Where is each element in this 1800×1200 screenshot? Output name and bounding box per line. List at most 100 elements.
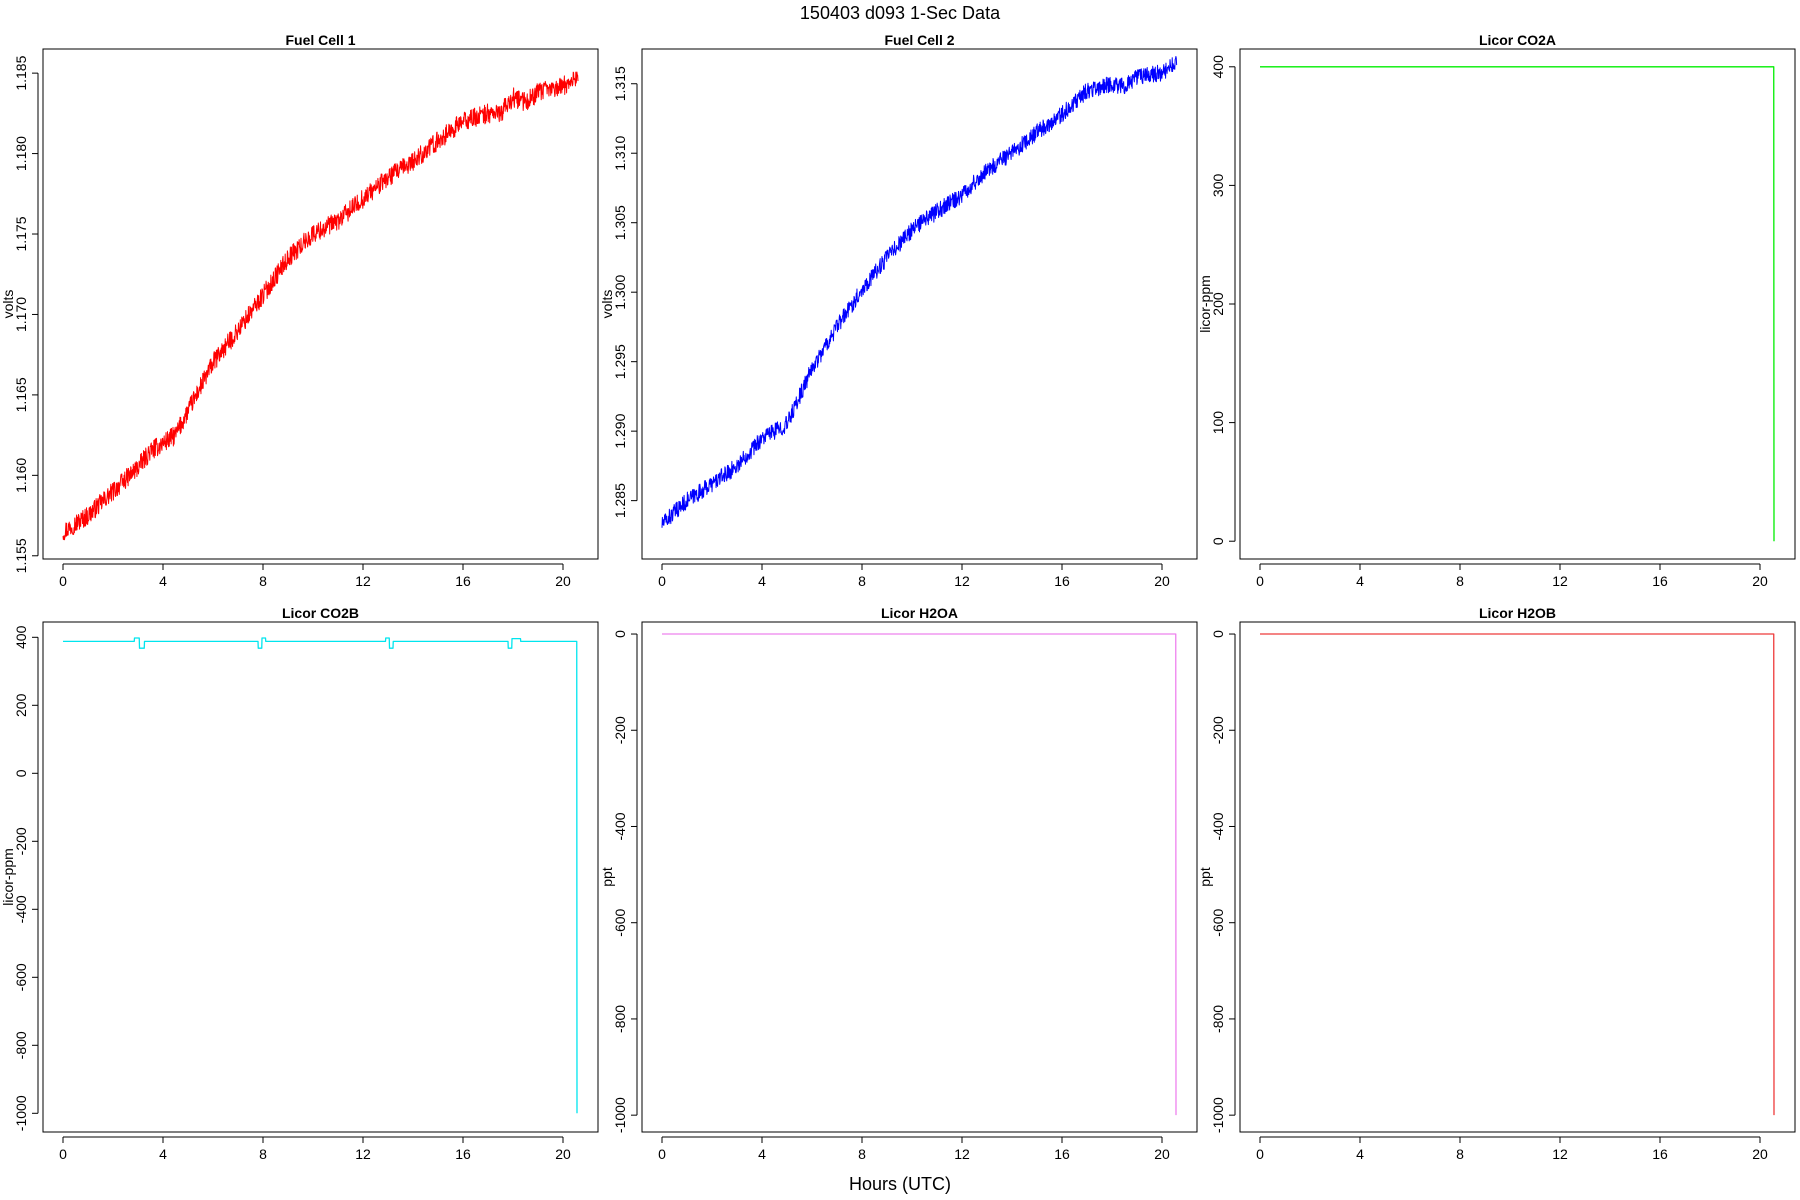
x-tick-label: 8 [259,1146,267,1162]
plot-frame [42,48,599,560]
y-tick-label: 1.165 [13,377,29,412]
y-tick-label: -200 [1210,716,1226,744]
x-tick-label: 8 [1456,573,1464,589]
x-tick-label: 16 [1652,573,1668,589]
series-line [62,71,579,541]
series-line [1260,66,1775,542]
y-tick-label: 1.170 [13,297,29,332]
x-tick-label: 20 [1752,1146,1768,1162]
y-tick-label: 1.175 [13,216,29,251]
panel-title: Licor CO2A [1479,32,1556,48]
y-axis-label: ppt [599,867,615,887]
x-tick-label: 0 [1256,573,1264,589]
plot-frame [1239,621,1796,1133]
y-tick-label: 1.180 [13,136,29,171]
x-tick-label: 12 [954,573,970,589]
panel-2: Fuel Cell 2 0 4 8 12 16 20 1.285 1.290 1.295 1.300… [599,32,1198,589]
x-tick-label: 8 [1456,1146,1464,1162]
series-line [1260,633,1775,1116]
y-tick-label: 1.310 [612,135,628,170]
panel-4: Licor CO2B 0 4 8 12 16 20 -1000 -800 -600 -400 -200… [0,605,599,1162]
x-tick-label: 20 [555,573,571,589]
panel-title: Licor H2OA [881,605,958,621]
x-tick-label: 8 [259,573,267,589]
figure-title: 150403 d093 1-Sec Data [800,3,1001,23]
y-tick-label: -400 [13,895,29,923]
x-tick-label: 16 [455,1146,471,1162]
x-tick-label: 20 [555,1146,571,1162]
x-tick-label: 12 [1552,573,1568,589]
y-axis-label: ppt [1197,867,1213,887]
x-tick-label: 4 [758,573,766,589]
panel-1: Fuel Cell 1 0 4 8 12 16 20 1.155 1.160 1.165 1.170… [0,32,599,589]
series-line [662,633,1177,1116]
x-tick-label: 4 [1356,1146,1364,1162]
y-tick-label: 1.185 [13,55,29,90]
y-tick-label: -1000 [612,1097,628,1133]
x-tick-label: 16 [1652,1146,1668,1162]
x-tick-label: 4 [758,1146,766,1162]
panel-6: Licor H2OB 0 4 8 12 16 20 -1000 -800 -600 -400 -200… [1197,605,1796,1162]
x-tick-label: 16 [1054,1146,1070,1162]
x-tick-label: 4 [159,573,167,589]
y-tick-label: 1.155 [13,538,29,573]
panel-title: Fuel Cell 1 [285,32,355,48]
y-tick-label: 400 [13,625,29,649]
y-tick-label: 1.285 [612,483,628,518]
y-tick-label: 1.290 [612,413,628,448]
x-tick-label: 12 [355,573,371,589]
plot-frame [641,48,1198,560]
y-tick-label: -600 [1210,908,1226,936]
y-tick-label: -600 [612,908,628,936]
panel-5: Licor H2OA 0 4 8 12 16 20 -1000 -800 -600 -400 -200… [599,605,1198,1162]
x-tick-label: 20 [1752,573,1768,589]
plot-frame [42,621,599,1133]
y-tick-label: 0 [1210,630,1226,638]
panels: Fuel Cell 1 0 4 8 12 16 20 1.155 1.160 1.165 1.170… [0,32,1796,1162]
x-tick-label: 16 [1054,573,1070,589]
y-tick-label: 0 [612,630,628,638]
x-tick-label: 12 [954,1146,970,1162]
x-tick-label: 8 [858,1146,866,1162]
y-tick-label: 1.315 [612,66,628,101]
y-tick-label: 1.305 [612,205,628,240]
panel-title: Licor H2OB [1479,605,1556,621]
x-tick-label: 8 [858,573,866,589]
series-line [661,56,1178,528]
x-tick-label: 12 [1552,1146,1568,1162]
y-axis-label: volts [0,290,16,319]
plot-frame [641,621,1198,1133]
plot-frame [1239,48,1796,560]
x-tick-label: 12 [355,1146,371,1162]
x-tick-label: 20 [1154,1146,1170,1162]
panel-title: Fuel Cell 2 [884,32,954,48]
x-tick-label: 0 [59,1146,67,1162]
y-tick-label: -600 [13,963,29,991]
y-tick-label: -800 [612,1005,628,1033]
y-tick-label: 300 [1210,174,1226,198]
y-tick-label: -800 [1210,1005,1226,1033]
x-tick-label: 4 [1356,573,1364,589]
x-tick-label: 0 [658,573,666,589]
y-tick-label: -400 [1210,812,1226,840]
x-tick-label: 4 [159,1146,167,1162]
y-axis-label: volts [599,290,615,319]
x-tick-label: 0 [658,1146,666,1162]
y-tick-label: -400 [612,812,628,840]
y-tick-label: -800 [13,1031,29,1059]
series-line [63,637,578,1114]
x-tick-label: 20 [1154,573,1170,589]
y-tick-label: 1.295 [612,344,628,379]
y-tick-label: -1000 [1210,1097,1226,1133]
y-tick-label: 1.160 [13,458,29,493]
y-tick-label: -200 [612,716,628,744]
x-tick-label: 0 [59,573,67,589]
y-tick-label: 200 [1210,292,1226,316]
y-tick-label: 100 [1210,411,1226,435]
panel-title: Licor CO2B [282,605,359,621]
y-tick-label: 200 [13,693,29,717]
x-tick-label: 16 [455,573,471,589]
